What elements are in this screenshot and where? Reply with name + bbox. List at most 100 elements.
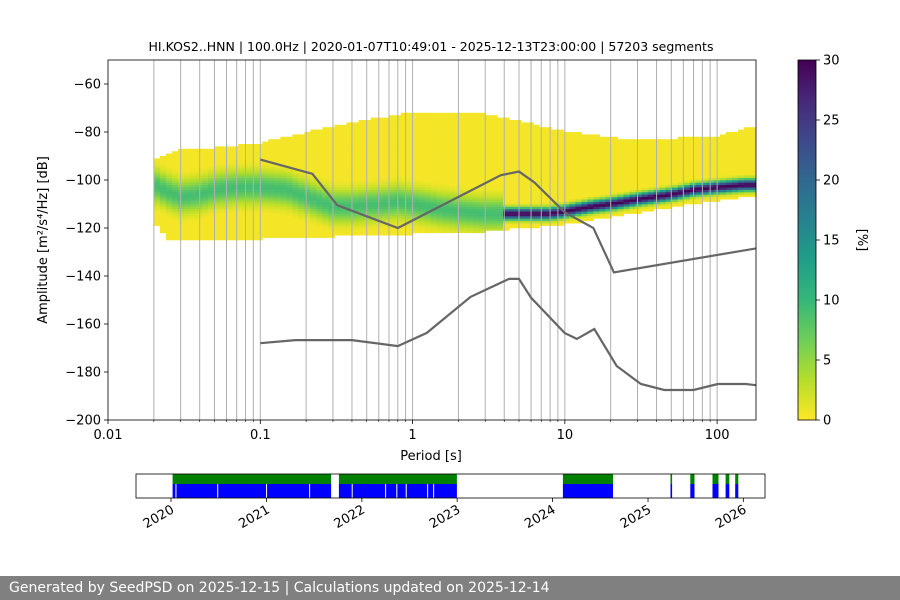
heatmap-cell xyxy=(382,228,390,231)
heatmap-cell xyxy=(605,216,612,219)
heatmap-cell xyxy=(533,165,540,169)
heatmap-cell xyxy=(412,124,420,128)
heatmap-cell xyxy=(256,189,263,193)
heatmap-cell xyxy=(376,177,384,181)
heatmap-cell xyxy=(749,184,756,188)
heatmap-cell xyxy=(448,141,456,145)
heatmap-cell xyxy=(220,177,227,181)
heatmap-cell xyxy=(322,156,329,159)
heatmap-cell xyxy=(515,177,522,181)
heatmap-cell xyxy=(448,127,456,130)
heatmap-cell xyxy=(430,223,438,226)
heatmap-cell xyxy=(304,225,311,229)
heatmap-cell xyxy=(497,151,504,154)
heatmap-cell xyxy=(430,163,438,166)
heatmap-cell xyxy=(551,208,558,212)
heatmap-cell xyxy=(376,184,384,188)
heatmap-cell xyxy=(575,180,582,183)
heatmap-cell xyxy=(551,220,558,224)
heatmap-cell xyxy=(334,129,342,133)
heatmap-cell xyxy=(328,225,335,229)
heatmap-cell xyxy=(232,148,239,152)
heatmap-cell xyxy=(370,158,378,162)
heatmap-cell xyxy=(587,168,594,171)
heatmap-cell xyxy=(551,165,558,169)
heatmap-cell xyxy=(400,158,408,162)
heatmap-cell xyxy=(611,168,618,171)
heatmap-cell xyxy=(460,156,468,159)
heatmap-cell xyxy=(436,228,444,231)
heatmap-cell xyxy=(695,184,703,188)
heatmap-cell xyxy=(316,194,323,198)
heatmap-cell xyxy=(557,148,564,152)
heatmap-cell xyxy=(479,115,486,118)
heatmap-cell xyxy=(346,187,354,190)
heatmap-cell xyxy=(340,146,348,150)
heatmap-cell xyxy=(515,134,522,138)
heatmap-cell xyxy=(226,160,233,164)
heatmap-cell xyxy=(575,156,582,159)
heatmap-cell xyxy=(460,112,468,116)
heatmap-cell xyxy=(737,168,745,171)
heatmap-cell xyxy=(677,153,685,157)
heatmap-cell xyxy=(177,196,185,200)
heatmap-cell xyxy=(177,204,185,207)
heatmap-cell xyxy=(695,189,703,193)
heatmap-cell xyxy=(159,189,167,193)
heatmap-cell xyxy=(587,187,594,190)
heatmap-cell xyxy=(364,184,372,188)
heatmap-cell xyxy=(418,184,426,188)
heatmap-cell xyxy=(533,160,540,164)
heatmap-cell xyxy=(623,211,631,214)
heatmap-cell xyxy=(214,225,221,229)
heatmap-cell xyxy=(485,129,492,133)
heatmap-cell xyxy=(695,187,703,190)
heatmap-cell xyxy=(322,199,329,202)
heatmap-cell xyxy=(689,168,697,171)
heatmap-cell xyxy=(611,196,618,200)
heatmap-cell xyxy=(599,170,606,174)
heatmap-cell xyxy=(617,153,625,157)
heatmap-cell xyxy=(545,180,552,183)
heatmap-cell xyxy=(515,163,522,166)
availability-flag-bar xyxy=(712,474,719,484)
heatmap-cell xyxy=(418,165,426,169)
heatmap-cell xyxy=(629,172,637,176)
heatmap-cell xyxy=(382,144,390,147)
heatmap-cell xyxy=(545,206,552,210)
heatmap-cell xyxy=(370,117,378,121)
heatmap-cell xyxy=(286,182,293,186)
heatmap-cell xyxy=(418,112,426,116)
heatmap-cell xyxy=(442,153,450,157)
heatmap-cell xyxy=(322,196,329,200)
heatmap-cell xyxy=(370,225,378,229)
heatmap-cell xyxy=(352,194,360,198)
heatmap-cell xyxy=(689,177,697,181)
heatmap-cell xyxy=(749,170,756,174)
heatmap-cell xyxy=(171,158,179,162)
heatmap-cell xyxy=(436,139,444,142)
heatmap-cell xyxy=(274,165,281,169)
heatmap-cell xyxy=(406,165,414,169)
heatmap-cell xyxy=(491,139,498,142)
heatmap-cell xyxy=(436,132,444,135)
heatmap-cell xyxy=(189,163,197,166)
heatmap-cell xyxy=(466,112,474,116)
heatmap-cell xyxy=(208,206,215,210)
heatmap-cell xyxy=(605,146,612,150)
heatmap-cell xyxy=(286,204,293,207)
heatmap-cell xyxy=(551,153,558,157)
heatmap-cell xyxy=(382,160,390,164)
heatmap-cell xyxy=(334,230,342,234)
heatmap-cell xyxy=(346,220,354,224)
heatmap-cell xyxy=(611,141,618,145)
heatmap-cell xyxy=(683,201,691,205)
heatmap-cell xyxy=(485,208,492,212)
heatmap-cell xyxy=(749,175,756,178)
heatmap-cell xyxy=(479,144,486,147)
heatmap-cell xyxy=(346,177,354,181)
heatmap-cell xyxy=(515,148,522,152)
heatmap-cell xyxy=(527,182,534,186)
heatmap-cell xyxy=(725,146,733,150)
heatmap-cell xyxy=(731,165,739,169)
